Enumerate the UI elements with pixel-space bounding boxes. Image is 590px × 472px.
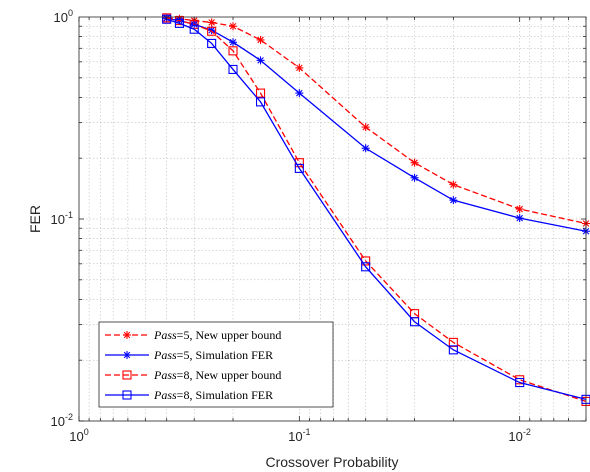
series-line <box>166 18 587 400</box>
legend-item: Pass=5, Simulation FER <box>105 348 273 362</box>
y-tick-label: 10-2 <box>51 412 73 429</box>
series-line <box>166 17 587 225</box>
data-point-star <box>410 173 419 182</box>
legend-label: Pass=5, Simulation FER <box>153 348 273 362</box>
data-point-square <box>189 24 199 34</box>
x-tick-label: 10-1 <box>288 427 310 444</box>
data-point-square <box>162 14 172 24</box>
x-tick-label: 10-2 <box>508 427 530 444</box>
data-point-square <box>294 163 304 173</box>
data-point-square <box>361 262 371 272</box>
data-point-square <box>409 317 420 327</box>
legend: Pass=5, New upper bound Pass=5, Simulatio… <box>98 321 334 408</box>
data-point-star <box>295 89 304 98</box>
data-point-square <box>174 18 185 28</box>
data-point-star <box>361 123 370 132</box>
data-point-star <box>229 38 238 47</box>
legend-label: Pass=5, New upper bound <box>153 328 281 342</box>
legend-label: Pass=8, Simulation FER <box>153 388 273 402</box>
x-tick-label: 100 <box>69 427 88 444</box>
x-axis-label: Crossover Probability <box>265 454 398 470</box>
data-point-square <box>207 38 217 48</box>
legend-item: Pass=8, New upper bound <box>105 368 281 382</box>
y-tick-label: 10-1 <box>51 210 73 227</box>
y-axis-label: FER <box>27 205 43 233</box>
data-point-star <box>515 205 524 214</box>
legend-label: Pass=8, New upper bound <box>153 368 281 382</box>
data-point-star <box>449 196 458 205</box>
data-point-star <box>515 214 524 223</box>
series-line <box>166 17 587 232</box>
axis-ticks: 100 10-1 10-2 10-2 10-1 100 <box>51 8 587 444</box>
data-point-star <box>123 351 131 359</box>
series-layer <box>162 13 590 406</box>
data-point-square <box>255 97 266 107</box>
grid-lines <box>78 17 587 422</box>
data-point-square <box>122 390 132 400</box>
data-point-star <box>123 331 131 339</box>
y-tick-label: 100 <box>54 8 73 25</box>
data-point-square <box>448 345 458 355</box>
data-point-star <box>256 56 265 65</box>
data-point-star <box>256 35 265 44</box>
data-point-square <box>189 19 199 29</box>
series-line <box>166 17 587 403</box>
legend-item: Pass=8, Simulation FER <box>105 388 273 402</box>
data-point-star <box>410 158 419 167</box>
data-point-square <box>122 370 132 380</box>
data-point-square <box>515 378 525 388</box>
data-point-star <box>295 63 304 72</box>
legend-item: Pass=5, New upper bound <box>105 328 281 342</box>
data-point-star <box>207 18 216 27</box>
data-point-square <box>255 88 266 98</box>
data-point-square <box>228 46 238 56</box>
data-point-square <box>207 26 217 36</box>
data-point-star <box>361 144 370 153</box>
data-point-square <box>228 64 238 74</box>
data-point-star <box>229 22 238 31</box>
legend-box <box>98 321 334 408</box>
data-point-star <box>449 180 458 189</box>
